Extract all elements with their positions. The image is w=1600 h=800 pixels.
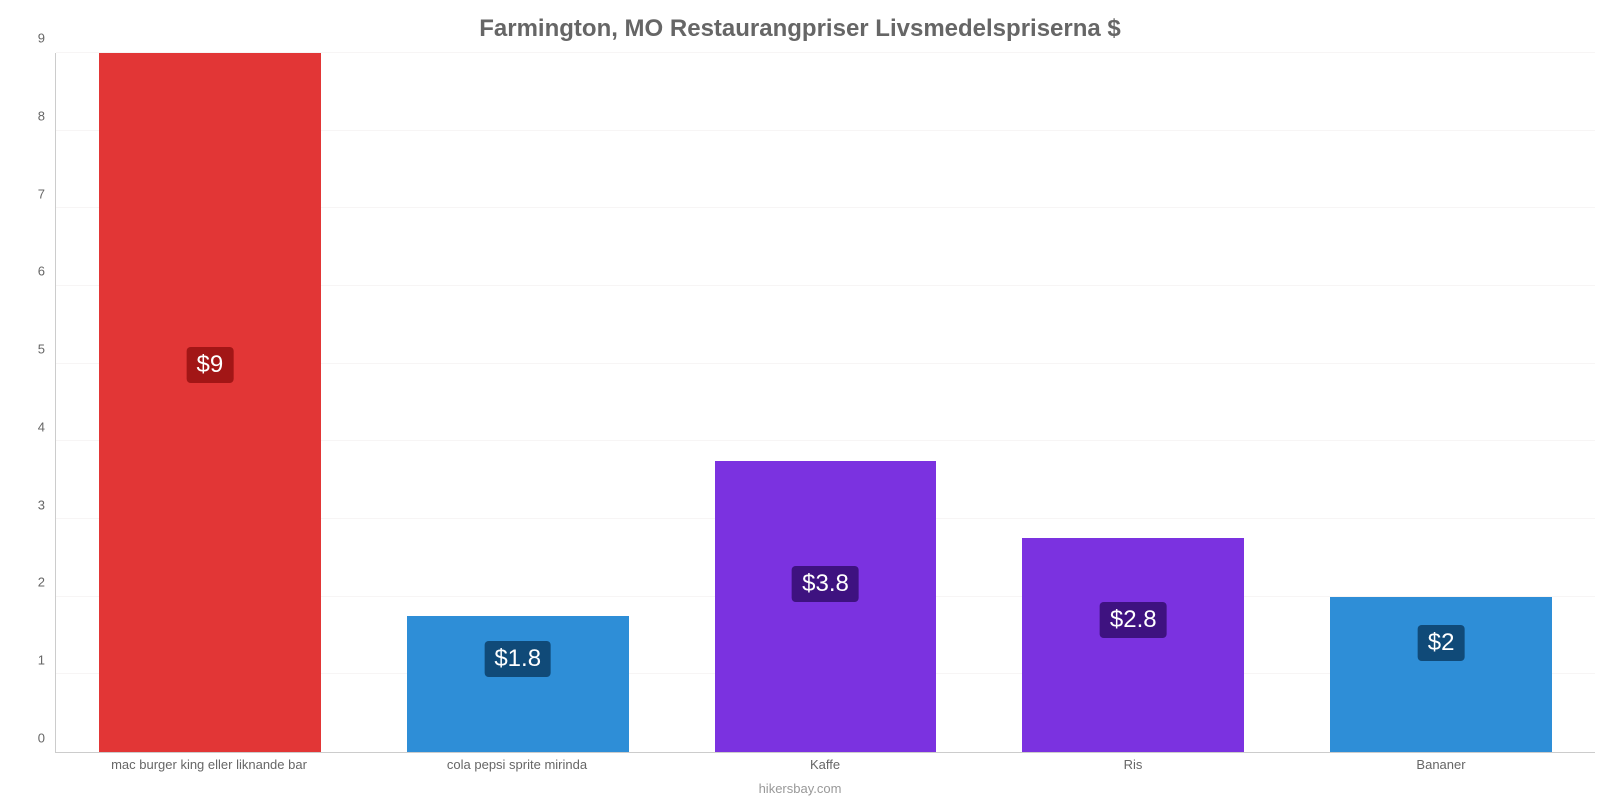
bars-layer: $9 $1.8 $3.8 $2.8 $2	[56, 53, 1595, 752]
bar-slot: $9	[56, 53, 364, 752]
bar-slot: $3.8	[672, 53, 980, 752]
bar: $1.8	[407, 616, 629, 752]
y-tick-label: 6	[38, 264, 45, 279]
value-label: $9	[187, 347, 234, 383]
bar-slot: $2	[1287, 53, 1595, 752]
x-tick-label: Ris	[979, 753, 1287, 775]
x-tick-label: mac burger king eller liknande bar	[55, 753, 363, 775]
bar: $2.8	[1022, 538, 1244, 752]
bar-slot: $1.8	[364, 53, 672, 752]
value-label: $1.8	[484, 641, 551, 677]
y-tick-label: 2	[38, 575, 45, 590]
value-label: $3.8	[792, 566, 859, 602]
x-tick-label: Kaffe	[671, 753, 979, 775]
y-tick-label: 0	[38, 731, 45, 746]
value-label: $2	[1418, 625, 1465, 661]
credit-text: hikersbay.com	[5, 781, 1595, 796]
x-tick-label: Bananer	[1287, 753, 1595, 775]
y-tick-label: 9	[38, 31, 45, 46]
y-axis: 0123456789	[5, 53, 55, 753]
x-axis: mac burger king eller liknande barcola p…	[55, 753, 1595, 775]
y-tick-label: 5	[38, 342, 45, 357]
bar: $3.8	[715, 461, 937, 752]
chart-title: Farmington, MO Restaurangpriser Livsmede…	[5, 15, 1595, 43]
chart-container: Farmington, MO Restaurangpriser Livsmede…	[0, 0, 1600, 800]
bar: $9	[99, 53, 321, 752]
bar-slot: $2.8	[979, 53, 1287, 752]
x-tick-label: cola pepsi sprite mirinda	[363, 753, 671, 775]
y-tick-label: 7	[38, 186, 45, 201]
bar: $2	[1330, 597, 1552, 752]
plot-outer: 0123456789 $9$1.8$3.8$2.8$2	[5, 53, 1595, 753]
value-label: $2.8	[1100, 602, 1167, 638]
y-tick-label: 1	[38, 653, 45, 668]
plot-area: $9 $1.8 $3.8 $2.8 $2	[55, 53, 1595, 753]
y-tick-label: 8	[38, 108, 45, 123]
y-tick-label: 3	[38, 497, 45, 512]
y-tick-label: 4	[38, 419, 45, 434]
